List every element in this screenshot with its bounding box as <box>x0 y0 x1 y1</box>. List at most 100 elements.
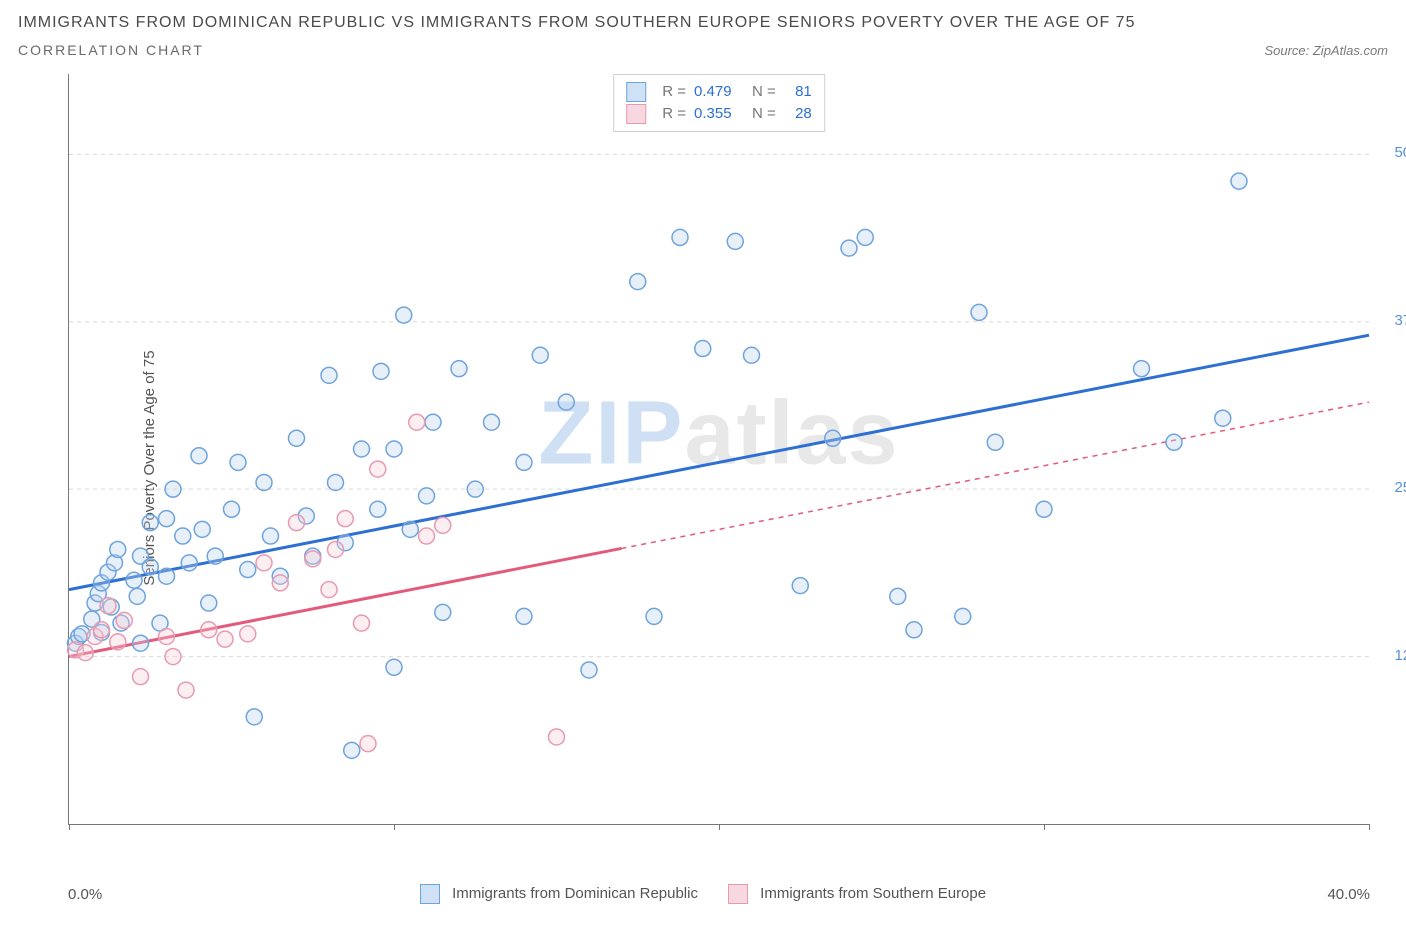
y-tick-label: 37.5% <box>1394 312 1406 329</box>
data-point <box>516 608 532 624</box>
source-attribution: Source: ZipAtlas.com <box>1264 43 1388 58</box>
data-point <box>386 441 402 457</box>
data-point <box>305 551 321 567</box>
swatch-icon <box>728 884 748 904</box>
data-point <box>165 649 181 665</box>
data-point <box>328 474 344 490</box>
swatch-icon <box>626 104 646 124</box>
x-tick-mark <box>1044 824 1045 830</box>
data-point <box>116 612 132 628</box>
data-point <box>263 528 279 544</box>
data-point <box>467 481 483 497</box>
chart-title: IMMIGRANTS FROM DOMINICAN REPUBLIC VS IM… <box>18 14 1388 32</box>
data-point <box>133 635 149 651</box>
data-point <box>825 430 841 446</box>
y-tick-label: 50.0% <box>1394 144 1406 161</box>
data-point <box>1231 173 1247 189</box>
data-point <box>321 582 337 598</box>
data-point <box>419 488 435 504</box>
data-point <box>142 515 158 531</box>
data-point <box>370 461 386 477</box>
data-point <box>727 233 743 249</box>
data-point <box>165 481 181 497</box>
data-point <box>630 274 646 290</box>
data-point <box>955 608 971 624</box>
data-point <box>133 669 149 685</box>
data-point <box>532 347 548 363</box>
data-point <box>386 659 402 675</box>
data-point <box>191 448 207 464</box>
data-point <box>201 622 217 638</box>
plot-area: ZIPatlas R = 0.479 N = 81 R = 0.355 N = <box>68 74 1369 825</box>
data-point <box>451 361 467 377</box>
data-point <box>744 347 760 363</box>
data-point <box>175 528 191 544</box>
data-point <box>581 662 597 678</box>
y-tick-label: 25.0% <box>1394 479 1406 496</box>
data-point <box>857 229 873 245</box>
data-point <box>94 622 110 638</box>
data-point <box>321 367 337 383</box>
data-point <box>328 541 344 557</box>
data-point <box>549 729 565 745</box>
data-point <box>256 474 272 490</box>
legend-item-1: Immigrants from Dominican Republic <box>420 884 698 904</box>
data-point <box>1134 361 1150 377</box>
data-point <box>360 736 376 752</box>
data-point <box>246 709 262 725</box>
data-point <box>354 441 370 457</box>
y-tick-label: 12.5% <box>1394 647 1406 664</box>
data-point <box>159 511 175 527</box>
data-point <box>971 304 987 320</box>
data-point <box>890 588 906 604</box>
data-point <box>337 511 353 527</box>
legend-item-2: Immigrants from Southern Europe <box>728 884 986 904</box>
data-point <box>484 414 500 430</box>
data-point <box>370 501 386 517</box>
data-point <box>207 548 223 564</box>
data-point <box>289 515 305 531</box>
data-point <box>181 555 197 571</box>
data-point <box>159 568 175 584</box>
data-point <box>792 578 808 594</box>
swatch-icon <box>420 884 440 904</box>
data-point <box>129 588 145 604</box>
data-point <box>256 555 272 571</box>
scatter-svg <box>69 74 1369 824</box>
x-tick-max: 40.0% <box>1327 886 1370 903</box>
data-point <box>344 742 360 758</box>
data-point <box>1166 434 1182 450</box>
x-tick-mark <box>69 824 70 830</box>
data-point <box>230 454 246 470</box>
data-point <box>126 572 142 588</box>
data-point <box>558 394 574 410</box>
x-tick-mark <box>1369 824 1370 830</box>
series-legend: 0.0% Immigrants from Dominican Republic … <box>18 884 1388 904</box>
data-point <box>77 645 93 661</box>
x-tick-mark <box>394 824 395 830</box>
data-point <box>289 430 305 446</box>
stats-row-series1: R = 0.479 N = 81 <box>626 81 812 103</box>
data-point <box>142 559 158 575</box>
data-point <box>841 240 857 256</box>
data-point <box>100 598 116 614</box>
data-point <box>224 501 240 517</box>
data-point <box>1036 501 1052 517</box>
data-point <box>240 562 256 578</box>
data-point <box>646 608 662 624</box>
data-point <box>178 682 194 698</box>
data-point <box>354 615 370 631</box>
data-point <box>217 631 233 647</box>
data-point <box>272 575 288 591</box>
chart-subtitle: CORRELATION CHART <box>18 42 204 58</box>
data-point <box>159 629 175 645</box>
data-point <box>110 541 126 557</box>
x-tick-min: 0.0% <box>68 886 102 903</box>
data-point <box>402 521 418 537</box>
swatch-icon <box>626 82 646 102</box>
stats-row-series2: R = 0.355 N = 28 <box>626 103 812 125</box>
data-point <box>435 517 451 533</box>
data-point <box>419 528 435 544</box>
stats-legend: R = 0.479 N = 81 R = 0.355 N = 28 <box>613 74 825 132</box>
data-point <box>1215 410 1231 426</box>
